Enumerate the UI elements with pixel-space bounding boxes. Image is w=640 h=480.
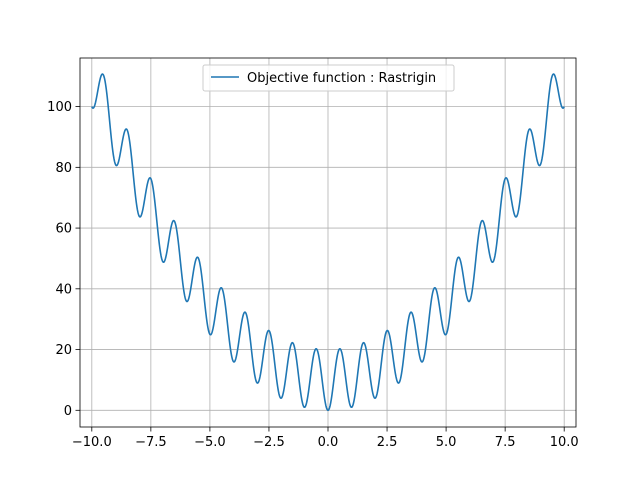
x-tick-label: −2.5 xyxy=(253,435,285,450)
y-tick-label: 20 xyxy=(55,343,72,358)
x-tick-label: −5.0 xyxy=(194,435,226,450)
x-tick-label: 10.0 xyxy=(550,435,579,450)
legend-label: Objective function : Rastrigin xyxy=(247,71,436,86)
x-tick-label: 7.5 xyxy=(495,435,516,450)
x-tick-label: 5.0 xyxy=(436,435,457,450)
series-line-rastrigin xyxy=(91,73,565,412)
plot-area xyxy=(91,73,565,412)
y-tick-label: 100 xyxy=(47,100,72,115)
y-tick-label: 60 xyxy=(55,222,72,237)
y-tick-label: 40 xyxy=(55,282,72,297)
y-axis: 0 20 40 60 80 100 xyxy=(47,100,80,419)
x-tick-label: 2.5 xyxy=(377,435,398,450)
y-tick-label: 0 xyxy=(64,404,72,419)
x-axis: −10.0 −7.5 −5.0 −2.5 0.0 2.5 5.0 7.5 10.0 xyxy=(72,427,579,450)
x-tick-label: −10.0 xyxy=(72,435,112,450)
x-tick-label: 0.0 xyxy=(318,435,339,450)
legend-box xyxy=(202,64,455,92)
y-tick-label: 80 xyxy=(55,161,72,176)
x-tick-label: −7.5 xyxy=(135,435,167,450)
legend: Objective function : Rastrigin xyxy=(202,64,455,92)
